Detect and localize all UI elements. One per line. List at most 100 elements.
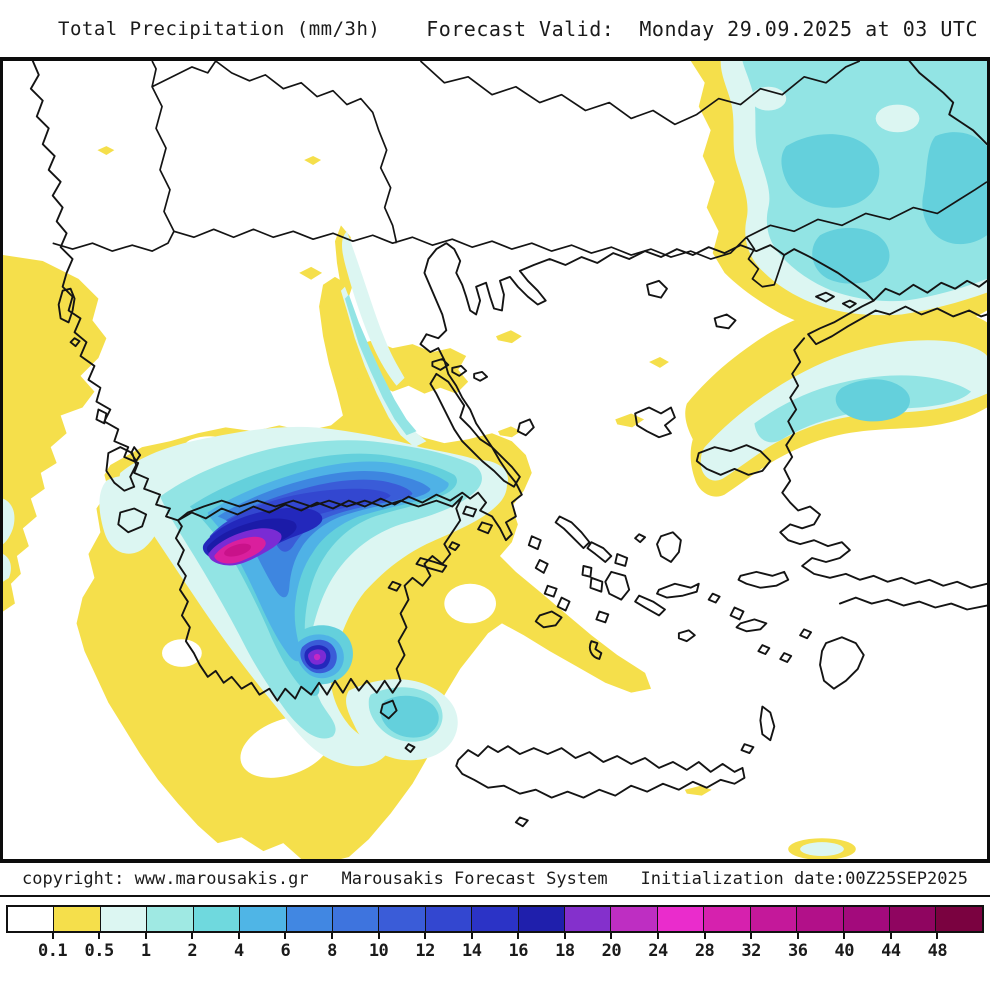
legend-scale-value: 40 [834,941,855,961]
forecast-valid-text: Forecast Valid: Monday 29.09.2025 at 03 … [426,16,978,41]
legend-tick [98,933,101,939]
legend-scale-value: 2 [187,941,198,961]
precip-magenta-kythira-dot [313,653,321,661]
legend-cell [286,907,333,931]
legend-cell [890,907,937,931]
legend-tick [889,933,892,939]
precip-hole [162,639,202,667]
legend-tick [191,933,194,939]
legend-scale-value: 28 [694,941,715,961]
legend-tick [843,933,846,939]
coastline-turkey-aegean [779,337,987,611]
legend-scale-value: 24 [648,941,668,961]
precip-yellow-ionian [3,255,107,612]
coastline-ionian-islands [57,287,416,754]
map-area [0,57,990,863]
precip-mcyan-ne-b [922,132,987,245]
coastline-peloponnese [175,495,464,702]
coastline-saronic-islands [387,505,493,592]
legend-scale-value: 1 [140,941,151,961]
legend-tick [377,933,380,939]
legend-cell [565,907,612,931]
coastline-layer [29,61,987,828]
legend-cell [379,907,426,931]
coastline-dodecanese [707,592,865,755]
legend-tick [796,933,799,939]
precip-mcyan-ne-a [781,134,880,208]
legend-cell [797,907,844,931]
legend-cell [472,907,519,931]
legend-ticks [6,933,984,939]
legend-tick [144,933,147,939]
coastline-blacksea [908,61,987,146]
legend-tick [424,933,427,939]
legend-scale-value: 18 [555,941,575,961]
legend-scale-value: 32 [741,941,761,961]
precip-palecyan-southeast-blob [800,842,844,857]
legend-scale-value: 48 [927,941,948,961]
legend-cell [332,907,380,931]
legend-cell [100,907,148,931]
legend-cell [611,907,658,931]
legend-cell [8,907,55,931]
legend-tick [703,933,706,939]
precip-palecyan-kefalonia [99,476,163,554]
legend-tick [330,933,333,939]
legend-tick [750,933,753,939]
legend-scale-value: 4 [233,941,244,961]
precipitation-layer [3,61,987,859]
legend-scale-value: 44 [881,941,901,961]
legend-scale-value: 36 [787,941,808,961]
legend-cell [657,907,705,931]
legend-cell [750,907,798,931]
initialization-text: Initialization date:00Z25SEP2025 [640,869,968,889]
precip-mcyan-ne-c [812,227,890,284]
legend-tick [610,933,613,939]
legend-color-bar [6,905,984,933]
legend-tick [51,933,54,939]
precip-magenta-inner [224,543,252,557]
system-name-text: Marousakis Forecast System [341,869,608,889]
legend-cell [704,907,751,931]
precip-hole-pale [875,104,920,133]
legend-cell [193,907,241,931]
legend-tick [656,933,659,939]
legend-scale-value: 20 [601,941,622,961]
precip-cyan-tongue [344,294,417,436]
legend-cell [425,907,473,931]
legend-scale-value: 16 [508,941,529,961]
legend-scale-value: 10 [368,941,389,961]
footer-bar: copyright: www.marousakis.gr Marousakis … [0,863,990,897]
legend-tick [284,933,287,939]
legend-cell [518,907,566,931]
coastline-marmara-north [815,279,987,309]
color-scale-legend: 0.1 0.5 1 2 4 6 8 10 12 14 16 18 20 24 28 32 36 40 44 48 [0,897,990,990]
legend-cell [240,907,287,931]
legend-cell [936,907,982,931]
legend-scale-value: 6 [280,941,291,961]
coastline-cyclades [527,515,696,660]
legend-tick [936,933,939,939]
legend-scale-value: 0.1 [37,941,68,961]
precip-palecyan-chalkidiki [341,231,405,386]
legend-scale-value: 0.5 [84,941,115,961]
legend-tick [563,933,566,939]
legend-tick [237,933,240,939]
legend-scale-value: 8 [327,941,337,961]
national-borders [52,61,987,288]
copyright-text: copyright: www.marousakis.gr [22,869,309,889]
legend-scale-value: 12 [415,941,435,961]
coastline-euboea [429,372,535,488]
legend-tick [470,933,473,939]
coastline-mainland [29,61,987,542]
legend-cell [147,907,194,931]
precip-palecyan-left-edge [3,498,15,582]
legend-cell [843,907,891,931]
precip-hole [444,583,496,624]
product-title: Total Precipitation (mm/3h) [58,17,381,40]
legend-cell [54,907,101,931]
weather-map-svg [3,61,987,859]
legend-labels: 0.1 0.5 1 2 4 6 8 10 12 14 16 18 20 24 28 32 36 40 44 48 [6,941,984,965]
legend-scale-value: 14 [461,941,482,961]
header-bar: Total Precipitation (mm/3h) Forecast Val… [0,0,990,57]
